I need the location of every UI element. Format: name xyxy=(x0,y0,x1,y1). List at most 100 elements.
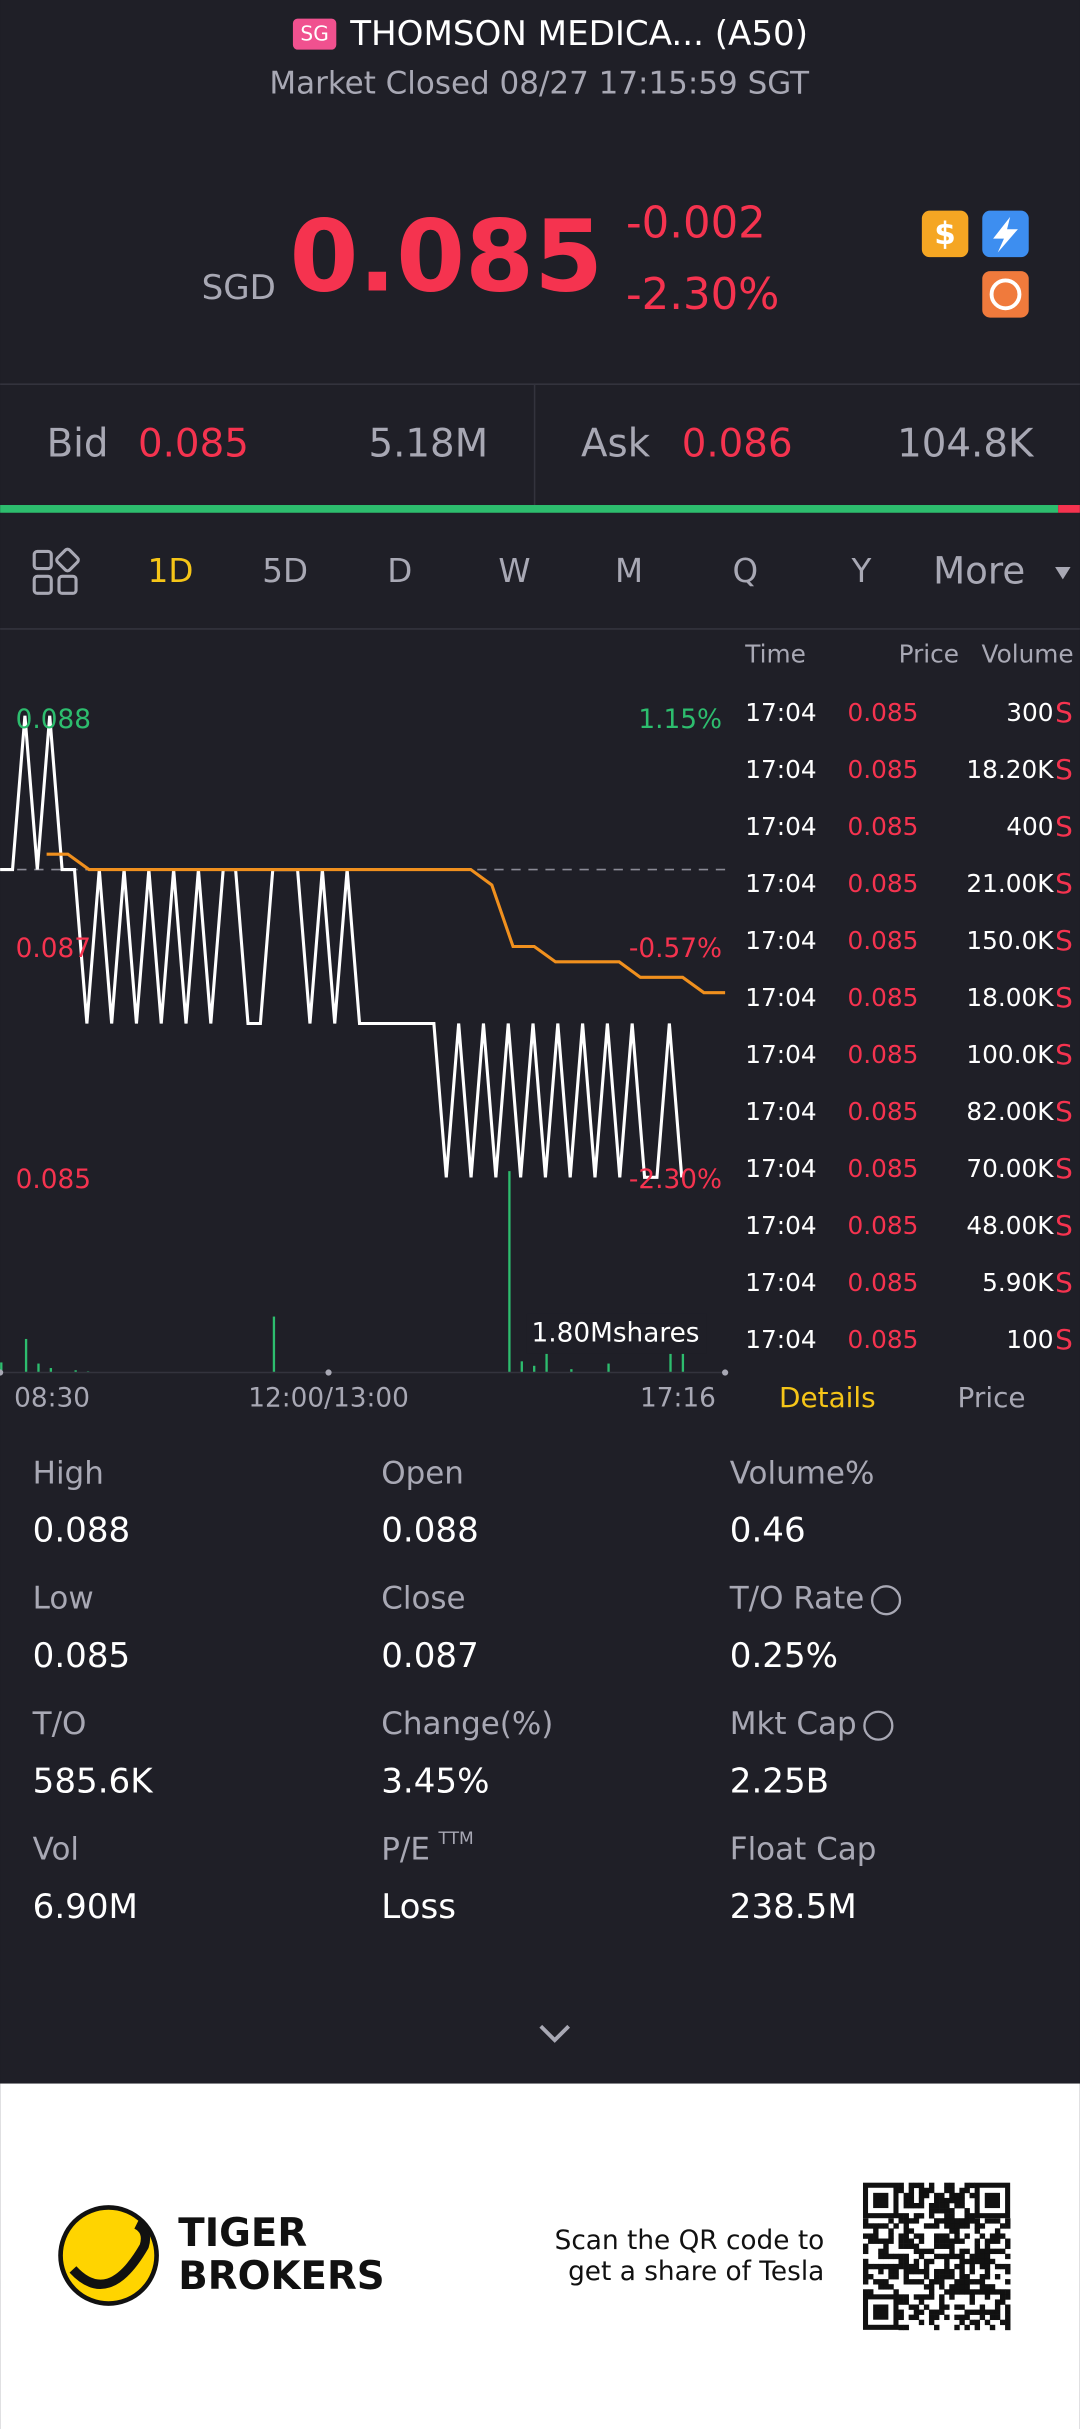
volume-bar xyxy=(74,1370,77,1373)
qr-module xyxy=(923,2263,930,2270)
volume-bar xyxy=(669,1350,672,1373)
qr-module xyxy=(913,2213,920,2219)
qr-module xyxy=(934,2309,940,2315)
pct-label: -0.57% xyxy=(629,934,722,964)
qr-module xyxy=(949,2248,955,2255)
qr-module xyxy=(974,2258,981,2265)
qr-module xyxy=(893,2263,899,2270)
period-tab[interactable]: M xyxy=(615,552,643,590)
qr-module xyxy=(954,2324,960,2331)
qr-module xyxy=(989,2238,996,2244)
qr-module xyxy=(989,2309,996,2315)
stat-label: T/O Rate xyxy=(729,1581,865,1617)
qr-module xyxy=(934,2218,940,2224)
info-icon[interactable] xyxy=(870,1585,902,1616)
tiger-logo-mark xyxy=(69,2220,151,2289)
qr-module xyxy=(918,2294,925,2300)
qr-module xyxy=(862,2263,869,2270)
price-change: -0.002 xyxy=(626,199,766,249)
period-tab[interactable]: Y xyxy=(851,552,872,590)
qr-module xyxy=(883,2248,889,2255)
qr-module xyxy=(1005,2263,1011,2270)
qr-finder xyxy=(862,2294,899,2330)
qr-module xyxy=(928,2258,935,2265)
trade-side: S xyxy=(1055,924,1073,957)
qr-module xyxy=(1005,2309,1011,2315)
qr-module xyxy=(888,2233,894,2239)
period-tab[interactable]: Q xyxy=(732,552,758,590)
qr-module xyxy=(954,2192,960,2199)
qr-module xyxy=(949,2284,955,2290)
qr-module xyxy=(903,2294,909,2300)
dollar-icon[interactable] xyxy=(921,210,969,258)
volume-label-bg xyxy=(526,1313,707,1354)
qr-module xyxy=(949,2268,955,2275)
qr-module xyxy=(964,2284,970,2290)
qr-module xyxy=(1000,2248,1006,2255)
trade-price: 0.085 xyxy=(847,1268,918,1297)
qr-module xyxy=(1005,2314,1011,2321)
qr-module xyxy=(862,2289,869,2295)
qr-module xyxy=(934,2197,940,2204)
period-tab[interactable]: 5D xyxy=(262,552,308,590)
trade-time: 17:04 xyxy=(745,1325,816,1354)
expand-chevron[interactable] xyxy=(539,2024,571,2043)
qr-module xyxy=(928,2314,935,2321)
qr-module xyxy=(949,2274,955,2280)
stat-value: 0.087 xyxy=(381,1636,479,1676)
qr-module xyxy=(934,2192,940,2199)
stat-label: Open xyxy=(381,1455,464,1491)
volume-bar xyxy=(49,1368,53,1373)
period-tab[interactable]: 1D xyxy=(148,552,194,590)
qr-module xyxy=(888,2268,894,2275)
qr-module xyxy=(959,2238,965,2244)
qr-module xyxy=(964,2274,970,2280)
trade-time: 17:04 xyxy=(745,983,816,1012)
qr-module xyxy=(939,2218,945,2224)
qr-module xyxy=(934,2238,940,2244)
qr-module xyxy=(954,2218,960,2224)
qr-module xyxy=(878,2238,884,2244)
qr-module xyxy=(994,2289,1001,2295)
info-icon[interactable] xyxy=(863,1710,894,1741)
qr-module xyxy=(908,2218,915,2224)
qr-module xyxy=(954,2284,960,2290)
qr-module xyxy=(923,2268,930,2275)
layout-icon[interactable] xyxy=(32,547,80,595)
qr-module xyxy=(939,2192,945,2199)
qr-module xyxy=(934,2268,940,2275)
qr-module xyxy=(974,2289,981,2295)
qr-module xyxy=(893,2289,899,2295)
qr-module xyxy=(944,2223,950,2229)
qr-module xyxy=(969,2268,975,2275)
qr-module xyxy=(903,2279,909,2285)
qr-module xyxy=(939,2304,945,2310)
qr-module xyxy=(934,2279,940,2285)
trade-time: 17:04 xyxy=(745,812,816,841)
qr-module xyxy=(994,2228,1001,2234)
qr-module xyxy=(959,2253,965,2260)
volume-bar xyxy=(520,1361,523,1373)
trades-tab[interactable]: Details xyxy=(779,1381,876,1414)
qr-module xyxy=(903,2263,909,2270)
qr-module xyxy=(868,2289,874,2295)
trades-tab[interactable]: Price xyxy=(958,1381,1026,1414)
period-tab[interactable]: D xyxy=(387,552,412,590)
qr-module xyxy=(969,2309,975,2315)
qr-module xyxy=(928,2284,935,2290)
qr-module xyxy=(979,2233,986,2239)
swap-icon[interactable] xyxy=(982,271,1029,318)
qr-module xyxy=(964,2279,970,2285)
qr-module xyxy=(903,2258,909,2265)
qr-module xyxy=(979,2263,986,2270)
qr-module xyxy=(944,2253,950,2260)
qr-module xyxy=(944,2274,950,2280)
qr-module xyxy=(994,2299,1001,2305)
qr-module xyxy=(939,2208,945,2214)
qr-module xyxy=(944,2187,950,2194)
trade-price: 0.085 xyxy=(847,1097,918,1126)
period-tab[interactable]: W xyxy=(498,552,530,590)
ask-label: Ask xyxy=(581,422,651,467)
period-tab[interactable]: More xyxy=(933,549,1025,593)
qr-module xyxy=(979,2279,986,2285)
